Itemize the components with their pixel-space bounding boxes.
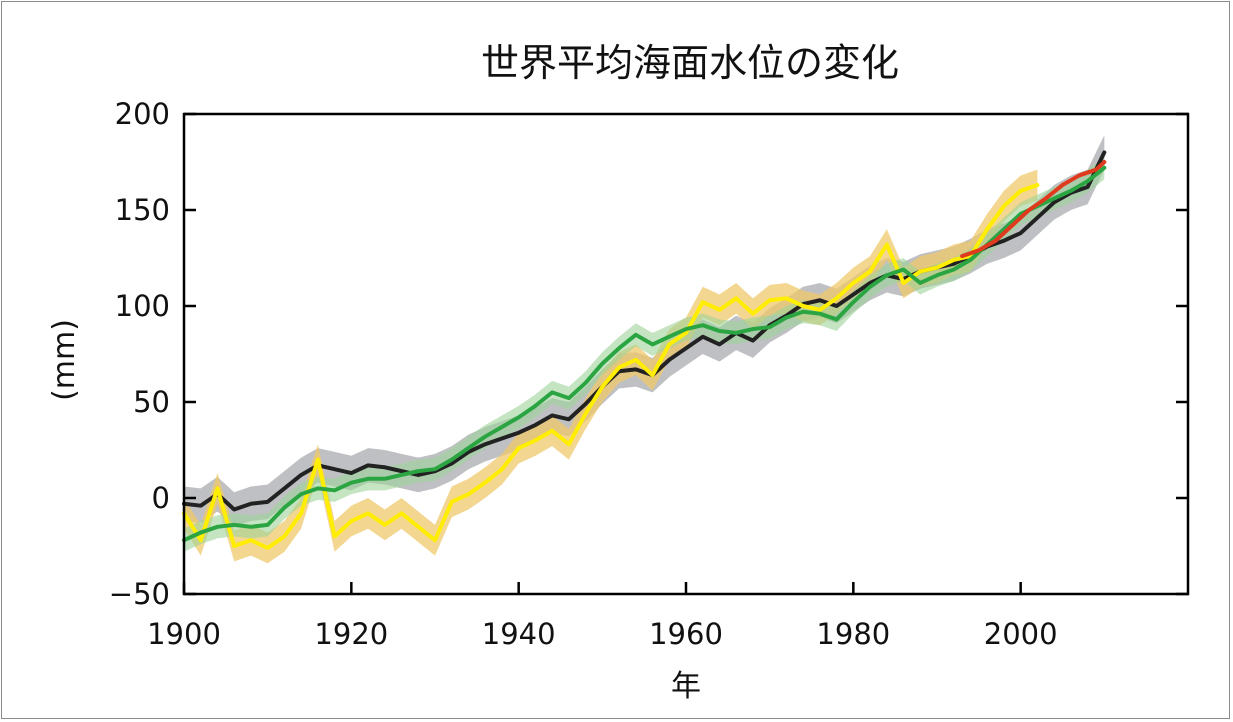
y-tick-label-150: 150 (115, 193, 170, 227)
band-green (184, 156, 1105, 552)
y-tick-label-50: 50 (133, 385, 170, 419)
y-tick-label-200: 200 (115, 97, 170, 131)
line-red (960, 160, 1107, 259)
band-black (184, 135, 1105, 527)
y-axis: −50 0 50 100 150 200 (109, 97, 1188, 611)
x-tick-label-1980: 1980 (816, 617, 890, 651)
line-yellow (182, 183, 1040, 550)
x-axis: 1900 1920 1940 1960 1980 2000 (147, 582, 1058, 651)
y-axis-label: (mm) (47, 319, 82, 401)
line-black (182, 150, 1107, 512)
line-green (182, 165, 1107, 543)
chart-title: 世界平均海面水位の変化 (481, 41, 899, 85)
x-tick-label-1940: 1940 (482, 617, 556, 651)
x-tick-label-2000: 2000 (984, 617, 1058, 651)
series-lines (182, 150, 1107, 550)
y-tick-label-0: 0 (152, 481, 170, 515)
y-tick-label-100: 100 (115, 289, 170, 323)
x-tick-label-1920: 1920 (314, 617, 388, 651)
uncertainty-bands (184, 135, 1105, 564)
x-tick-label-1960: 1960 (649, 617, 723, 651)
y-tick-label--50: −50 (109, 577, 170, 611)
x-tick-label-1900: 1900 (147, 617, 221, 651)
x-axis-label: 年 (671, 669, 701, 704)
